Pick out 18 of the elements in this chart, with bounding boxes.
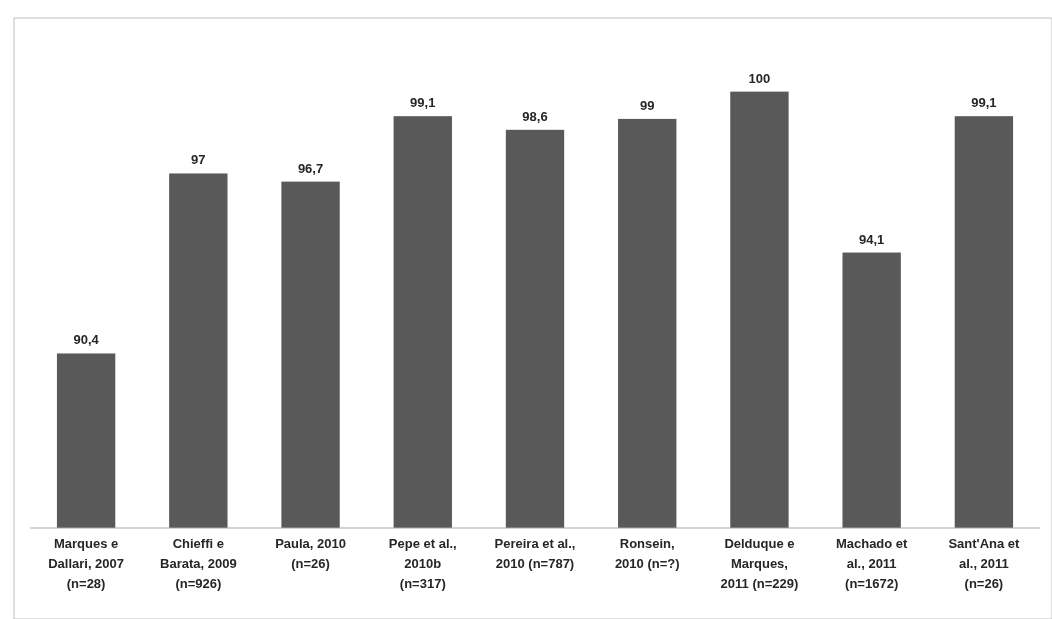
x-tick-label: Chieffi e Barata, 2009 (n=926) — [160, 536, 237, 591]
data-label: 98,6 — [522, 108, 548, 124]
data-label: 99 — [639, 97, 655, 113]
x-tick-label: Paula, 2010 (n=26) — [275, 536, 346, 571]
x-tick-label: Pereira et al., 2010 (n=787) — [494, 536, 576, 571]
data-label: 99,1 — [971, 95, 997, 111]
data-label: 94,1 — [859, 231, 885, 247]
x-tick-label: Marques e Dallari, 2007 (n=28) — [48, 536, 125, 591]
x-tick-label: Machado et al., 2011 (n=1672) — [835, 536, 909, 591]
data-label: 96,7 — [297, 160, 324, 176]
x-tick-label: Delduque e Marques, 2011 (n=229) — [720, 536, 799, 591]
data-label: 99,1 — [410, 95, 436, 111]
x-tick-label: Sant'Ana et al., 2011 (n=26) — [948, 536, 1021, 591]
x-tick-label: Ronsein, 2010 (n=?) — [614, 536, 680, 571]
data-label: 97 — [191, 152, 206, 168]
data-label: 100 — [748, 70, 771, 86]
data-label: 90,4 — [73, 332, 100, 348]
x-tick-label: Pepe et al., 2010b (n=317) — [388, 536, 457, 591]
